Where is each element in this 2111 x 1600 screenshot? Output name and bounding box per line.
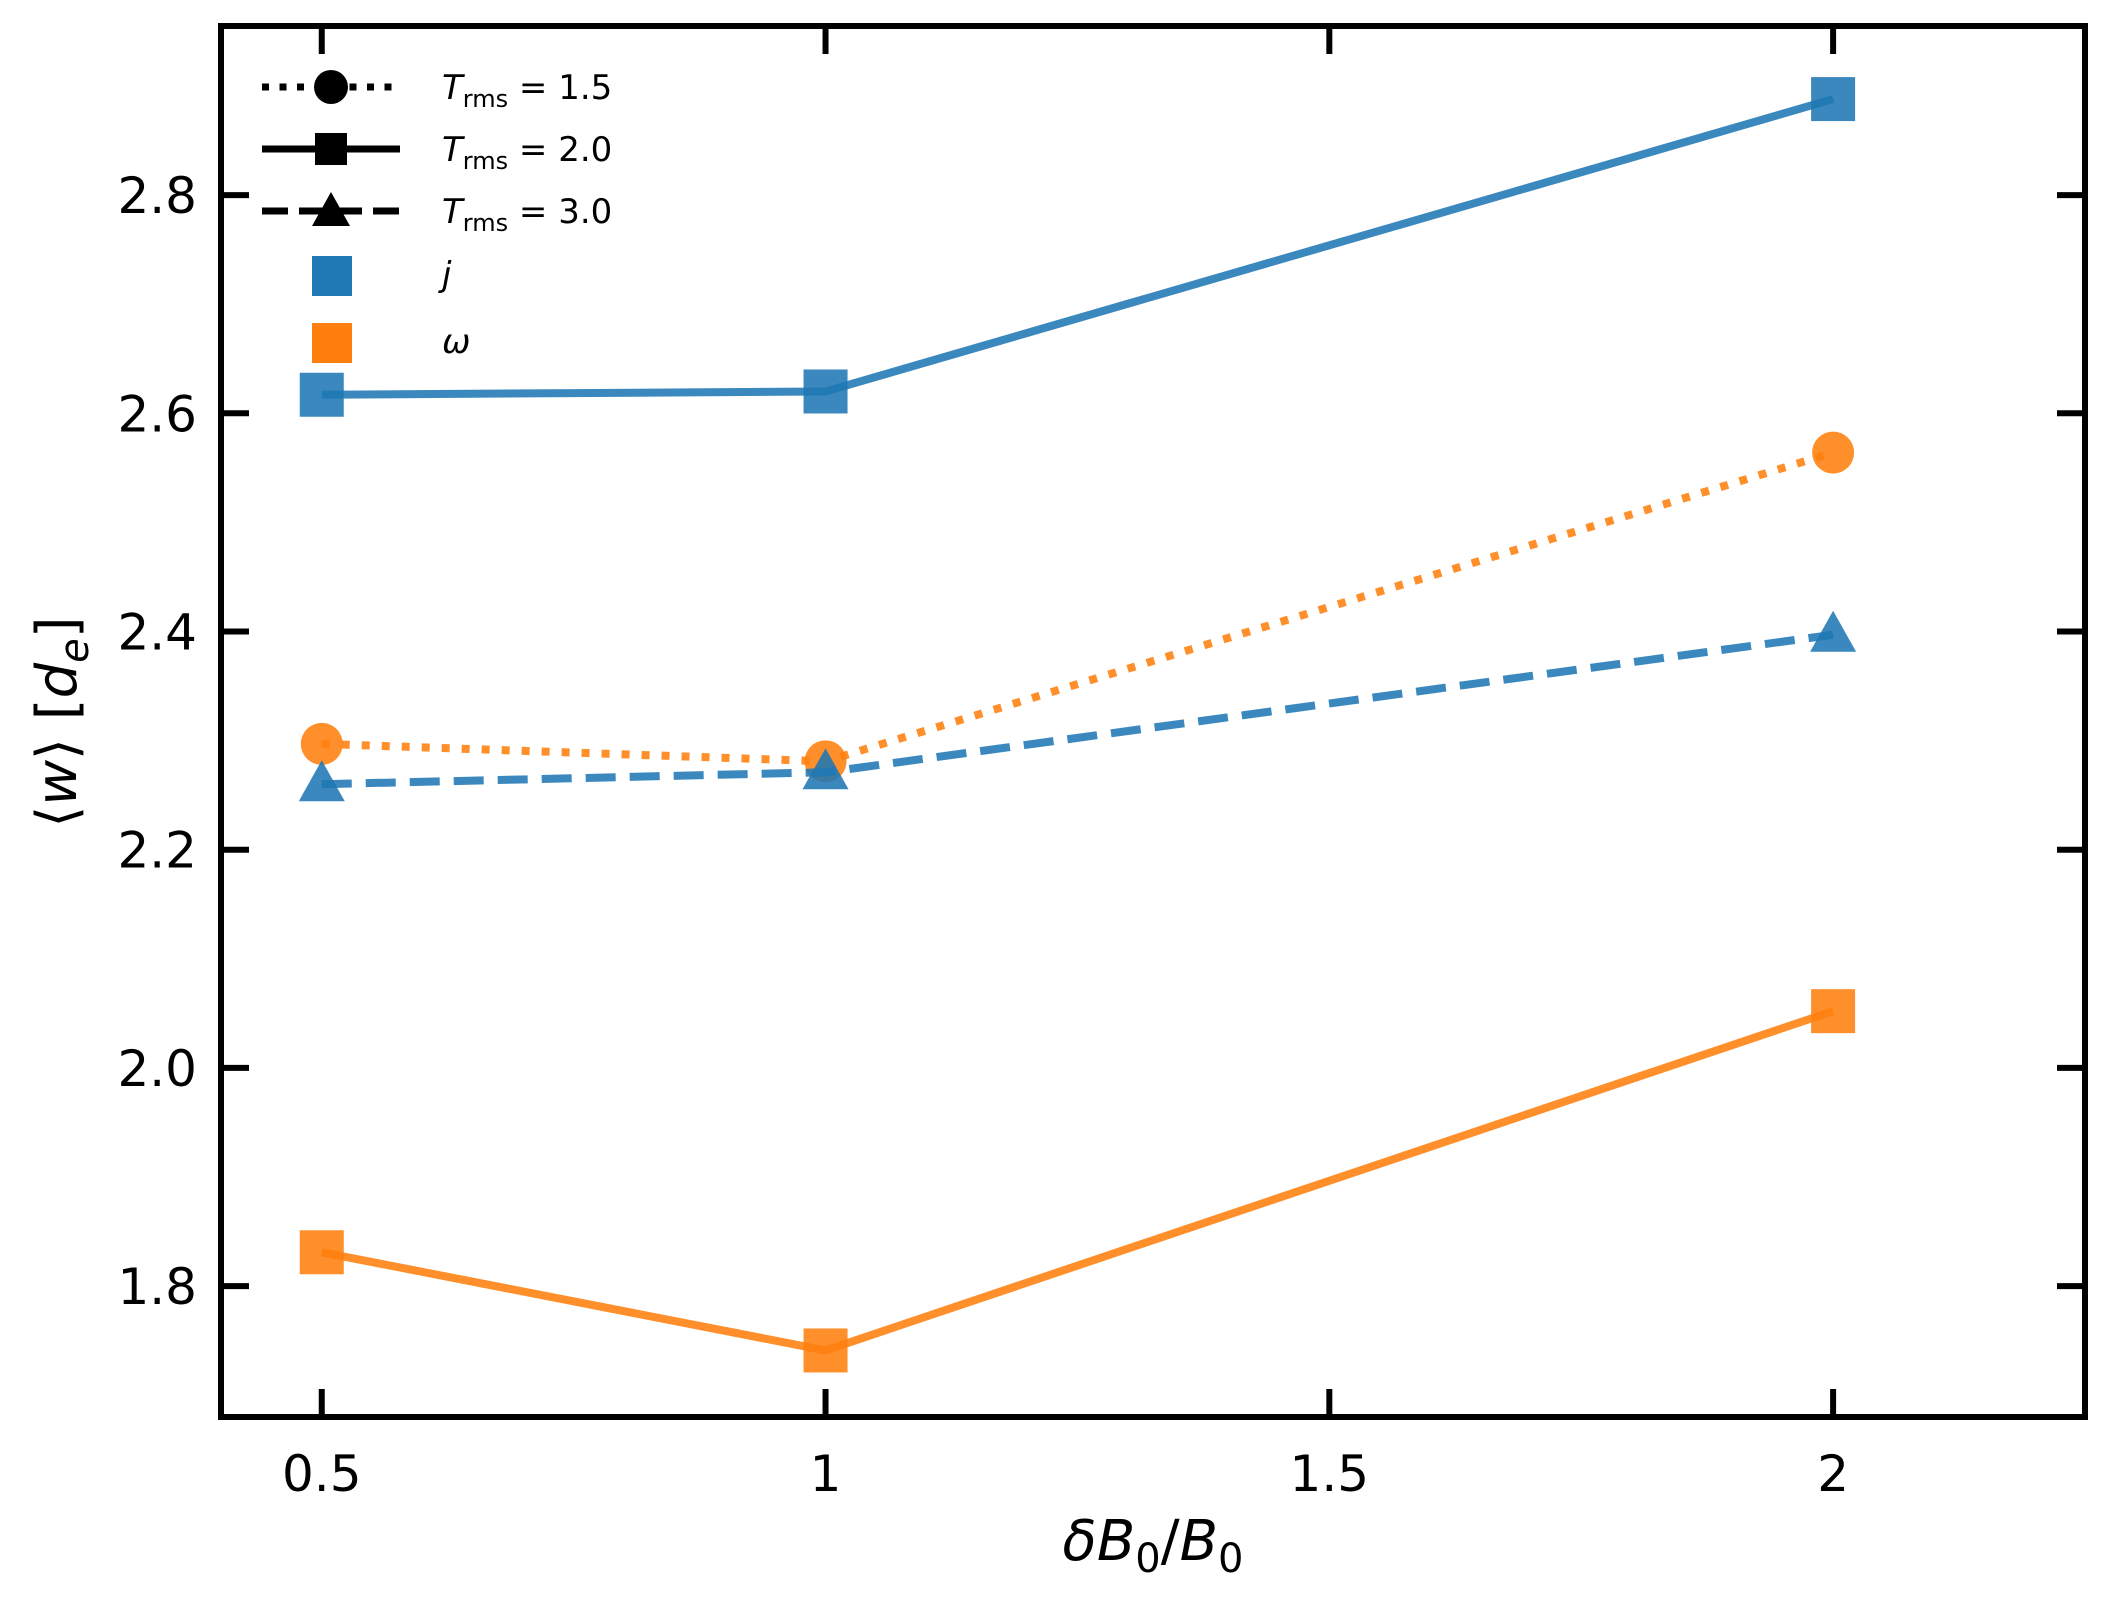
data-point (298, 760, 345, 802)
legend-square-marker (315, 133, 347, 165)
data-point (300, 722, 343, 765)
y-tick-label: 2.4 (117, 603, 197, 661)
series-1 (300, 431, 1855, 783)
x-tick-label: 1 (810, 1445, 842, 1503)
data-point (1811, 989, 1856, 1034)
legend-label-trms-1-5: Trms = 1.5 (442, 68, 612, 113)
series-line (321, 630, 1834, 789)
series-2 (298, 610, 1857, 802)
legend-entry-trms-3-0: Trms = 3.0 (262, 192, 612, 237)
legend-entry-omega: ω (312, 322, 470, 363)
legend-entry-trms-1-5: Trms = 1.5 (262, 68, 612, 113)
series-line (321, 448, 1835, 766)
y-tick-label: 2.2 (117, 822, 197, 880)
x-tick-label: 2 (1817, 1445, 1849, 1503)
series-line (320, 1007, 1835, 1355)
legend-label-trms-2-0: Trms = 2.0 (442, 130, 612, 175)
x-tick-label: 0.5 (282, 1445, 362, 1503)
x-tick-label: 1.5 (1290, 1445, 1370, 1503)
x-axis-label: δB0/B0 (1063, 1509, 1244, 1582)
y-tick-label: 2.0 (117, 1040, 197, 1098)
legend-j-swatch (312, 256, 352, 296)
legend-label-omega: ω (442, 322, 470, 362)
legend-omega-swatch (312, 323, 352, 363)
y-tick-label: 2.8 (117, 167, 197, 225)
y-tick-label: 2.6 (117, 385, 197, 443)
data-point (1811, 77, 1856, 122)
data-point (299, 372, 344, 417)
data-point (1812, 431, 1855, 474)
series-layer (298, 77, 1857, 1373)
data-point (802, 748, 849, 790)
data-point (299, 1230, 344, 1275)
y-tick-label: 1.8 (117, 1258, 197, 1316)
data-point (803, 1328, 848, 1373)
series-3 (299, 989, 1856, 1373)
plot-frame (218, 23, 2088, 1420)
series-0 (299, 77, 1856, 417)
legend: Trms = 1.5 Trms = 2.0 Trms = 3.0 j ω (262, 68, 612, 363)
legend-circle-marker (314, 70, 348, 104)
legend-entry-trms-2-0: Trms = 2.0 (262, 130, 612, 175)
legend-label-j: j (438, 255, 452, 295)
legend-label-trms-3-0: Trms = 3.0 (442, 192, 612, 237)
y-axis-label: ⟨w⟩ [de] (25, 616, 98, 827)
data-point (1810, 610, 1857, 652)
legend-triangle-marker (312, 192, 350, 226)
legend-entry-j: j (312, 255, 452, 296)
data-point (803, 369, 848, 414)
ticks-layer: 0.5 1 1.5 2 1.8 2.0 2.2 2.4 2.6 2.8 (117, 26, 2085, 1503)
